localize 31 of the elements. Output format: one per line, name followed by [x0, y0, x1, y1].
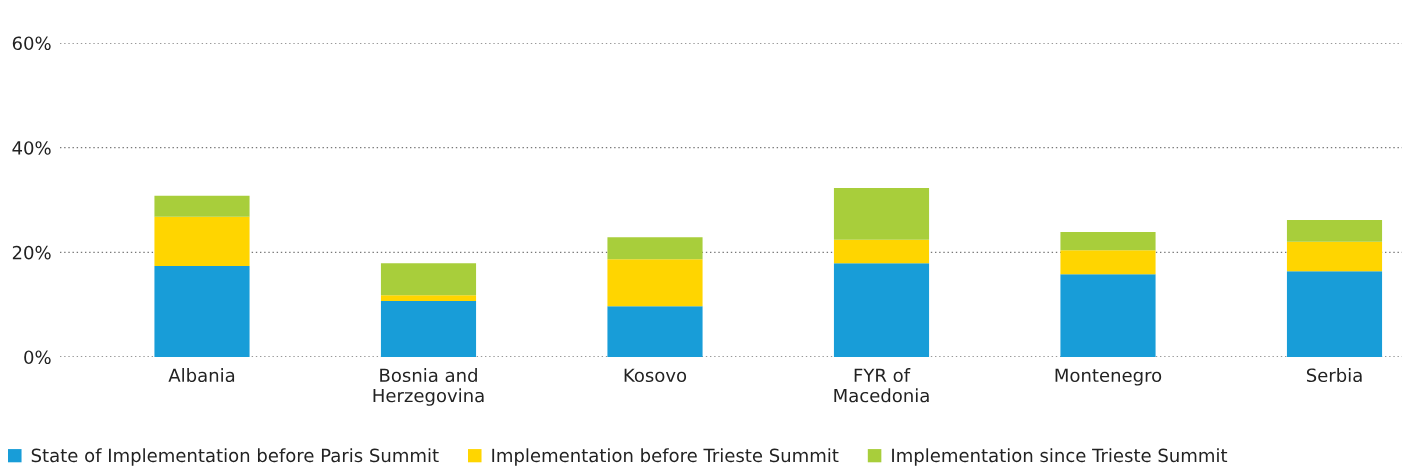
- legend-label: State of Implementation before Paris Summit: [31, 448, 439, 466]
- bar: [1060, 274, 1156, 357]
- bar: [607, 306, 703, 357]
- x-tick-label: Kosovo: [624, 368, 687, 383]
- x-tick-label: FYR of Macedonia: [834, 368, 929, 403]
- bar: [154, 195, 250, 217]
- x-tick-label: Albania: [168, 368, 235, 383]
- bar: [1286, 241, 1383, 272]
- bar: [607, 237, 703, 260]
- bar: [380, 301, 477, 357]
- x-tick-label: Bosnia and Herzegovina: [373, 368, 484, 406]
- bar: [1286, 219, 1383, 242]
- bar: [380, 295, 477, 301]
- bar: [154, 216, 250, 266]
- y-tick-label: 60%: [12, 36, 51, 51]
- y-tick-label: 20%: [12, 245, 51, 260]
- bar: [154, 265, 250, 357]
- x-tick-label: Serbia: [1306, 368, 1362, 383]
- y-tick-label: 40%: [12, 141, 51, 155]
- legend-label: Implementation since Trieste Summit: [892, 448, 1228, 466]
- bar: [833, 239, 930, 264]
- bar: [1286, 271, 1383, 357]
- bar: [1060, 231, 1156, 251]
- legend-label: Implementation before Trieste Summit: [492, 448, 839, 466]
- bar: [833, 263, 930, 357]
- bar: [833, 187, 930, 240]
- bar: [1060, 250, 1156, 275]
- bar: [607, 259, 703, 307]
- bar: [380, 263, 477, 296]
- y-tick-label: 0%: [24, 350, 51, 365]
- x-tick-label: Montenegro: [1055, 368, 1162, 386]
